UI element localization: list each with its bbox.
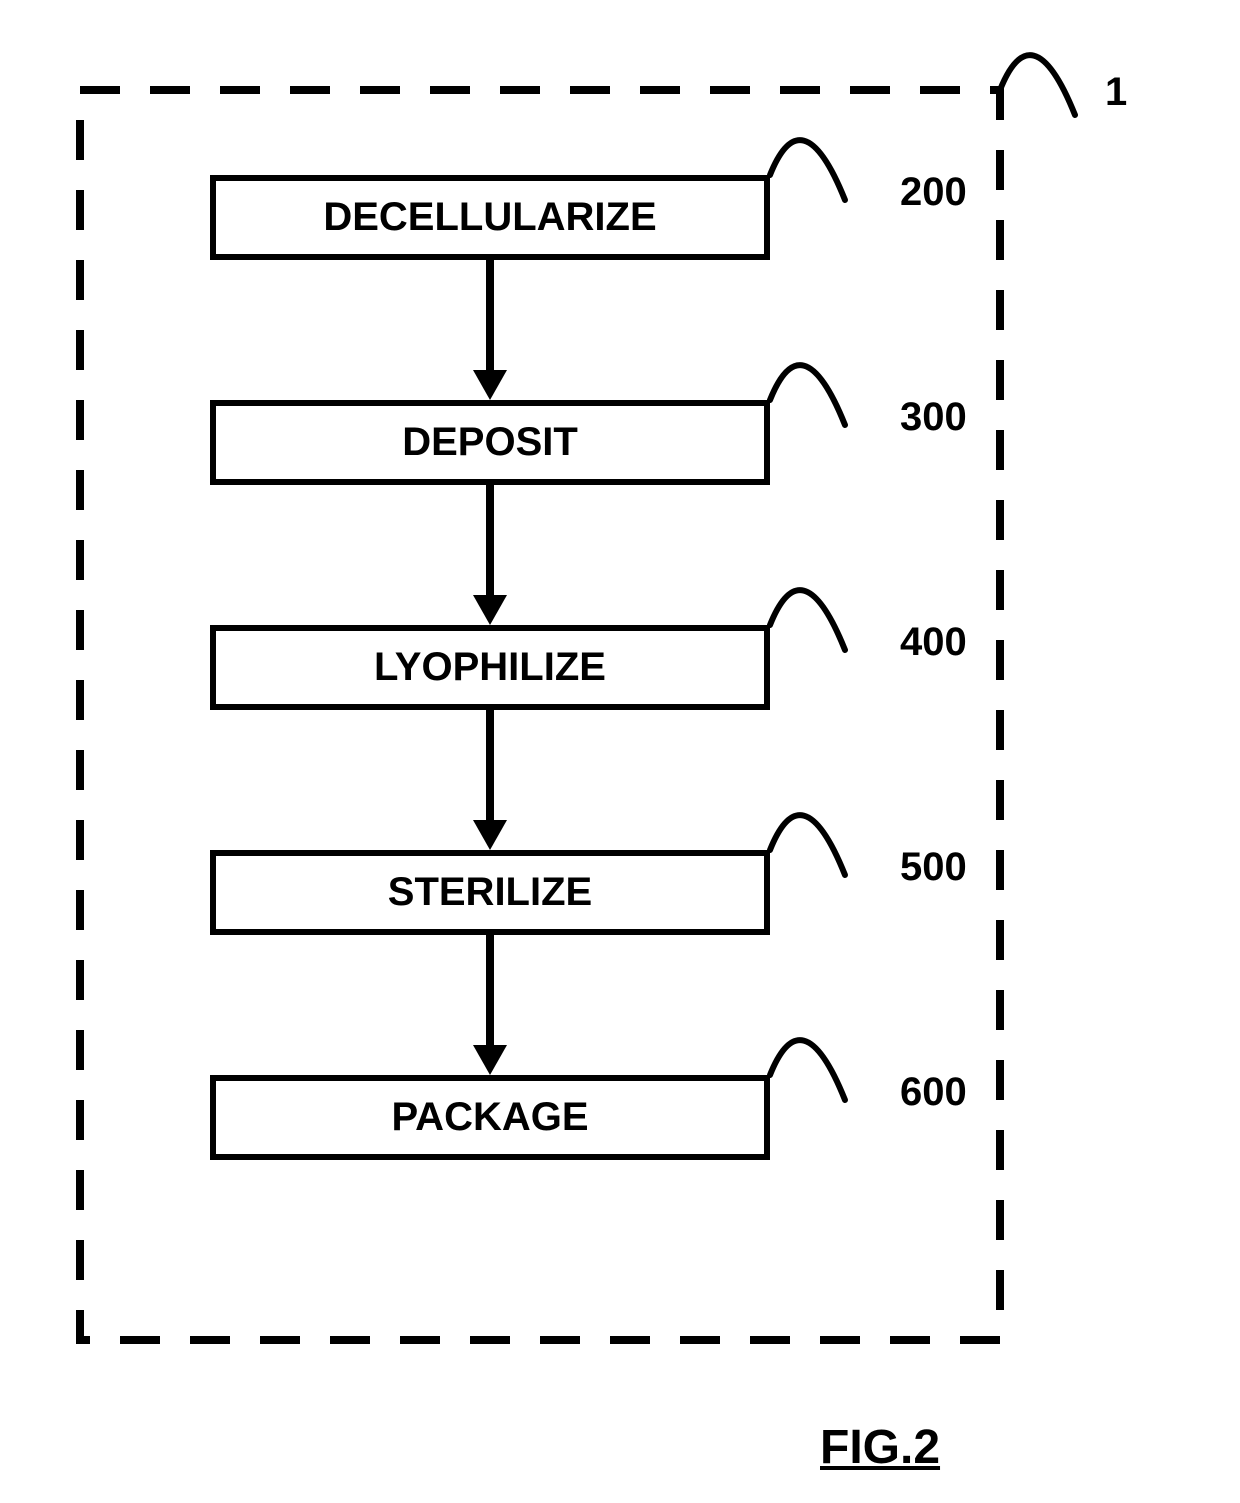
process-step-label: STERILIZE — [388, 870, 592, 915]
step-ref-number: 600 — [900, 1070, 967, 1115]
process-step-box: DECELLULARIZE — [210, 175, 770, 260]
process-step-label: LYOPHILIZE — [374, 645, 606, 690]
process-step-box: PACKAGE — [210, 1075, 770, 1160]
step-ref-number: 500 — [900, 845, 967, 890]
container-ref-number: 1 — [1105, 70, 1127, 115]
step-ref-number: 300 — [900, 395, 967, 440]
process-step-box: DEPOSIT — [210, 400, 770, 485]
process-step-label: DEPOSIT — [402, 420, 578, 465]
flowchart-canvas: 1 DECELLULARIZE 200 DEPOSIT 300 LYOPHILIZE 400… — [0, 0, 1240, 1503]
step-ref-number: 200 — [900, 170, 967, 215]
process-step-box: LYOPHILIZE — [210, 625, 770, 710]
process-step-label: DECELLULARIZE — [323, 195, 656, 240]
reference-leader — [1000, 55, 1075, 115]
process-step-box: STERILIZE — [210, 850, 770, 935]
step-ref-number: 400 — [900, 620, 967, 665]
figure-label: FIG.2 — [820, 1420, 940, 1475]
process-step-label: PACKAGE — [391, 1095, 588, 1140]
